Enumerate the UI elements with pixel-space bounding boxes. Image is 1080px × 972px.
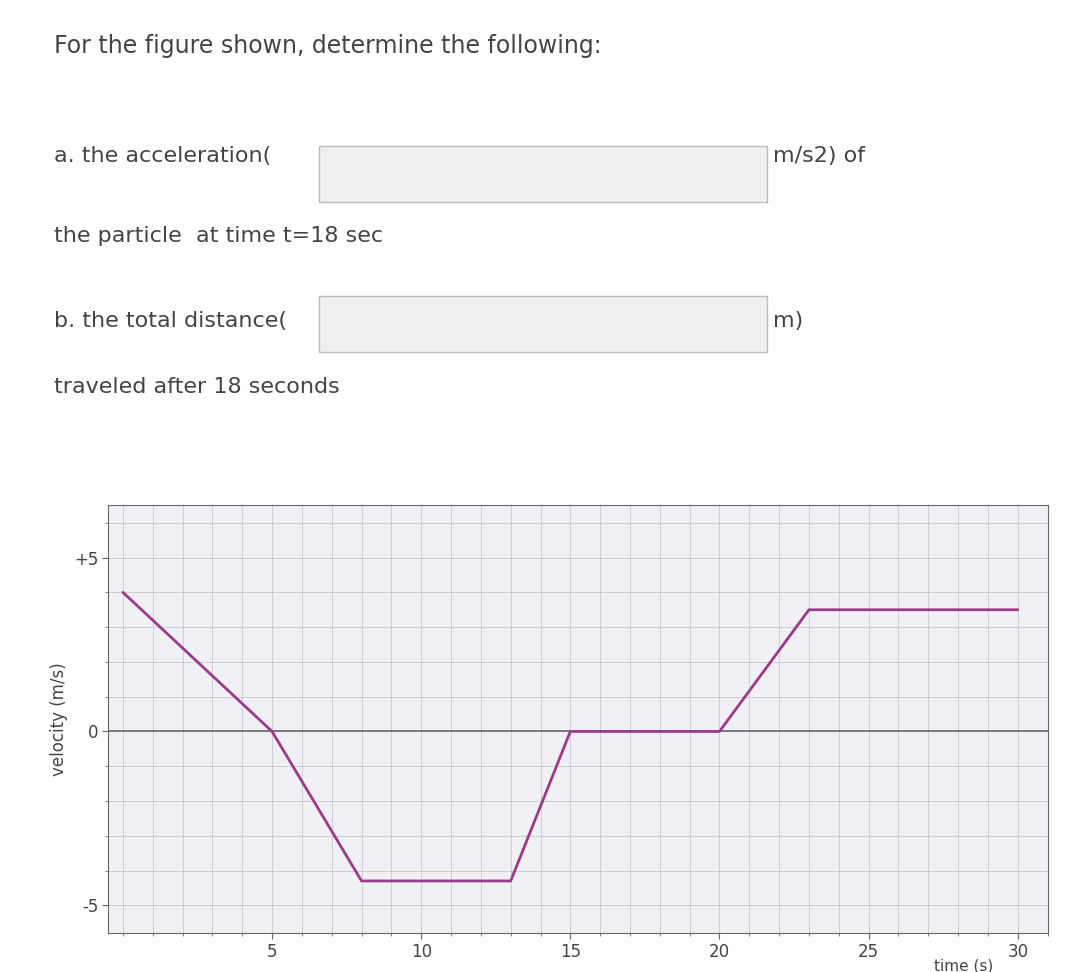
- Text: m/s2) of: m/s2) of: [773, 146, 865, 166]
- Y-axis label: velocity (m/s): velocity (m/s): [51, 662, 68, 777]
- Text: traveled after 18 seconds: traveled after 18 seconds: [54, 377, 340, 397]
- Text: For the figure shown, determine the following:: For the figure shown, determine the foll…: [54, 34, 602, 58]
- Text: a. the acceleration(: a. the acceleration(: [54, 146, 271, 166]
- Text: time (s): time (s): [934, 958, 994, 972]
- Text: the particle  at time t=18 sec: the particle at time t=18 sec: [54, 226, 383, 246]
- FancyBboxPatch shape: [319, 146, 767, 202]
- Text: b. the total distance(: b. the total distance(: [54, 311, 287, 331]
- FancyBboxPatch shape: [319, 296, 767, 352]
- Text: m): m): [773, 311, 804, 331]
